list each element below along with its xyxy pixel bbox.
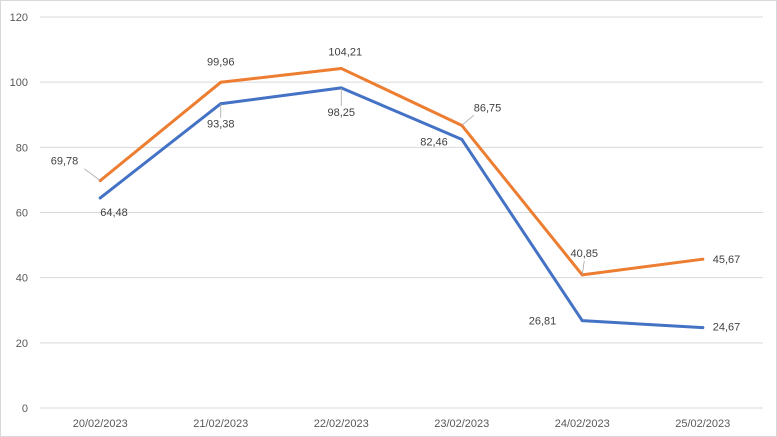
x-tick-label: 25/02/2023 bbox=[675, 418, 730, 430]
data-label: 86,75 bbox=[474, 102, 502, 114]
y-tick-label: 80 bbox=[16, 142, 28, 154]
data-label-leader bbox=[581, 260, 585, 275]
data-point bbox=[460, 137, 464, 141]
data-point bbox=[98, 196, 102, 200]
data-label: 82,46 bbox=[420, 136, 448, 148]
data-label: 45,67 bbox=[713, 254, 741, 266]
data-point bbox=[701, 257, 705, 261]
data-point bbox=[219, 80, 223, 84]
data-label: 98,25 bbox=[327, 107, 355, 119]
y-tick-label: 20 bbox=[16, 338, 28, 350]
data-label: 104,21 bbox=[328, 46, 362, 58]
data-label: 24,67 bbox=[713, 322, 741, 334]
series-line-2 bbox=[98, 66, 705, 277]
x-tick-label: 23/02/2023 bbox=[434, 418, 489, 430]
x-tick-label: 24/02/2023 bbox=[555, 418, 610, 430]
data-label: 40,85 bbox=[570, 248, 598, 260]
data-label-leader bbox=[461, 115, 475, 126]
data-label: 93,38 bbox=[207, 119, 235, 131]
data-point bbox=[701, 326, 705, 330]
x-tick-label: 21/02/2023 bbox=[193, 418, 248, 430]
y-tick-label: 40 bbox=[16, 273, 28, 285]
data-label-leader bbox=[84, 168, 101, 181]
x-tick-label: 22/02/2023 bbox=[314, 418, 369, 430]
series-line-1 bbox=[98, 86, 705, 330]
data-point bbox=[339, 66, 343, 70]
data-label: 26,81 bbox=[529, 316, 557, 328]
data-label: 99,96 bbox=[207, 56, 235, 68]
y-tick-label: 120 bbox=[10, 12, 28, 24]
y-tick-label: 60 bbox=[16, 208, 28, 220]
data-point bbox=[580, 319, 584, 323]
y-tick-label: 100 bbox=[10, 77, 28, 89]
data-label: 64,48 bbox=[100, 207, 128, 219]
y-tick-label: 0 bbox=[22, 403, 28, 415]
x-tick-label: 20/02/2023 bbox=[73, 418, 128, 430]
data-label: 69,78 bbox=[51, 156, 79, 168]
